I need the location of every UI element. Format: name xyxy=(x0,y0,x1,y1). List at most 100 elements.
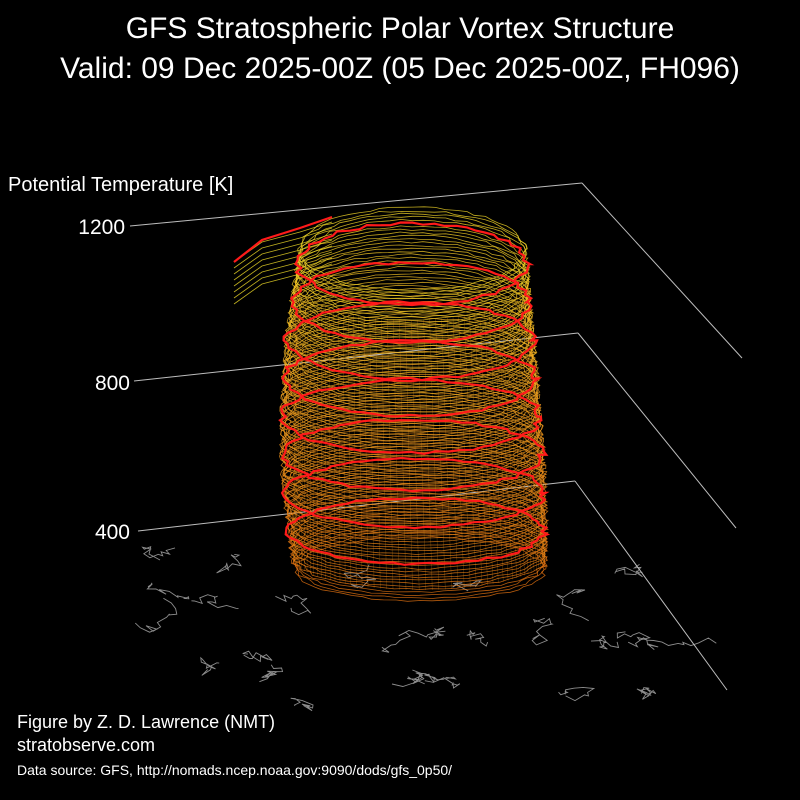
vortex-wall-hatch xyxy=(435,318,446,590)
isentropic-surface-layer xyxy=(281,357,539,433)
vortex-filament-layer xyxy=(233,239,333,281)
vortex-wall-hatch xyxy=(387,318,394,590)
vortex-edge-contour-700 xyxy=(278,378,543,456)
coastline-segment xyxy=(242,650,273,663)
isentropic-surface-layer xyxy=(292,530,546,597)
coastline-segment xyxy=(466,629,489,647)
isentropic-surface-layer xyxy=(286,488,547,557)
isentropic-surface-layer xyxy=(297,212,526,298)
z-axis-label: Potential Temperature [K] xyxy=(8,174,234,196)
isentropic-surface-layer xyxy=(286,281,535,362)
vortex-contours xyxy=(233,215,551,566)
coastline-segment xyxy=(141,545,176,561)
vortex-wall-hatch xyxy=(423,319,433,590)
vortex-wall-hatch xyxy=(474,313,488,585)
chart-subtitle: Valid: 09 Dec 2025-00Z (05 Dec 2025-00Z,… xyxy=(60,52,740,85)
vortex-edge-contour-900 xyxy=(282,300,539,382)
z-tick-label-400: 400 xyxy=(94,521,130,544)
coastline-segment xyxy=(146,582,190,600)
isentropic-surface-layer xyxy=(280,397,545,472)
vortex-wall-hatch xyxy=(523,289,541,567)
vortex-edge-contour-400 xyxy=(284,496,551,566)
coastline-segment xyxy=(290,697,314,712)
coastline-segment xyxy=(590,635,620,650)
isentropic-surface-layer xyxy=(279,388,544,463)
vortex-filament-layer xyxy=(233,233,333,275)
coastline-segment xyxy=(381,630,446,653)
vortex-wall-hatch xyxy=(429,319,439,590)
vortex-wall-hatch xyxy=(447,317,459,589)
vortex-wall-hatch xyxy=(497,306,513,580)
vortex-wall-hatch xyxy=(301,293,304,570)
coastline-segment xyxy=(428,626,445,640)
isentropic-surface-layer xyxy=(291,247,532,330)
vortex-edge-contour-600 xyxy=(280,418,549,493)
isentropic-surface-layer xyxy=(288,284,535,365)
coastline-segment xyxy=(200,656,220,676)
vortex-filament-layer xyxy=(233,263,333,305)
vortex-edge-contour-1000 xyxy=(289,261,534,344)
credit-website: stratobserve.com xyxy=(17,735,156,755)
coastline-segment xyxy=(134,597,178,633)
chart-title: GFS Stratospheric Polar Vortex Structure xyxy=(125,12,675,45)
isentropic-surface-layer xyxy=(291,250,531,333)
vortex-wall-hatch xyxy=(441,318,452,589)
vortex-filament-contour xyxy=(233,215,333,263)
vortex-wall-hatch xyxy=(501,304,518,579)
vortex-wall-hatch xyxy=(527,281,545,560)
isentropic-surface-layer xyxy=(283,344,538,422)
grid-line-3 xyxy=(577,332,737,529)
coastline-segment xyxy=(191,594,239,609)
vortex-wall-hatch xyxy=(458,316,471,588)
coastline-segment xyxy=(616,631,659,650)
vortex-wall-hatch xyxy=(295,287,299,565)
coastline-segment xyxy=(531,617,554,646)
coastline-segment xyxy=(452,580,482,592)
coastline-segment xyxy=(556,589,589,622)
data-source-note: Data source: GFS, http://nomads.ncep.noa… xyxy=(17,762,453,778)
vortex-filament-layer xyxy=(233,257,333,299)
vortex-wall-hatch xyxy=(527,279,546,558)
vortex-wall-hatch xyxy=(488,309,504,582)
vortex-filament-layer xyxy=(233,245,333,287)
vortex-wall-hatch xyxy=(381,318,387,589)
vortex-filament-layer xyxy=(233,251,333,293)
vortex-wall-hatch xyxy=(524,287,543,565)
isentropic-surface-layer xyxy=(288,276,531,357)
isentropic-surface-layer xyxy=(281,448,548,519)
vortex-wall-hatch xyxy=(505,303,522,577)
isentropic-surface-layer xyxy=(282,411,547,484)
coastline-segment xyxy=(391,669,425,687)
vortex-wall-hatch xyxy=(417,319,426,591)
grid-line-5 xyxy=(574,480,728,691)
figure-credit: Figure by Z. D. Lawrence (NMT) xyxy=(17,712,276,732)
isentropic-surface-layer xyxy=(294,228,530,312)
isentropic-surface-layer xyxy=(281,451,548,523)
coastline-segment xyxy=(558,686,596,702)
isentropic-surface-layer xyxy=(283,461,547,532)
vortex-wall-hatch xyxy=(493,307,509,581)
coastline-segment xyxy=(216,553,242,574)
isentropic-surface-layer xyxy=(284,304,534,383)
vortex-wall-hatch xyxy=(452,317,465,588)
vortex-wall-hatch xyxy=(293,281,296,560)
coastline-segment xyxy=(628,637,717,648)
vortex-wall-hatch xyxy=(484,310,499,583)
isentropic-surface-layer xyxy=(283,470,548,540)
vortex-wall-hatch xyxy=(405,319,413,591)
coastline-basemap xyxy=(134,545,717,712)
coastline-segment xyxy=(636,687,657,700)
vortex-wall-hatch xyxy=(306,297,309,573)
coastline-segment xyxy=(259,664,284,683)
grid-line-0 xyxy=(129,182,583,227)
coastline-segment xyxy=(275,594,312,616)
vortex-wall-hatch xyxy=(310,299,312,574)
vortex-edge-contour-800 xyxy=(280,338,543,418)
vortex-wall-hatch xyxy=(294,285,297,563)
isentropic-surface-layer xyxy=(294,234,531,318)
vortex-wall-hatch xyxy=(299,291,302,568)
vortex-wall-hatch xyxy=(393,319,400,590)
vortex-wall-hatch xyxy=(399,319,407,590)
vortex-edge-contour-1100 xyxy=(294,221,535,307)
